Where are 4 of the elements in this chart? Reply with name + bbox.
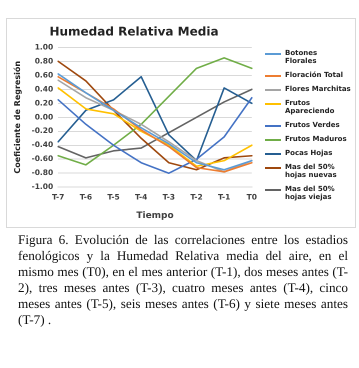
y-axis-title: Coeficiente de Regresión <box>12 60 22 174</box>
text: Figura 6. Evolución de las correlaciones entre los estadios fenológicos y la Humedad Relativa media del aire, en el mismo mes (T0), en el mes anterior (T-1), dos meses antes (T-2), tres meses antes (T-3), cuatro meses antes (T-4), cinco meses antes (T-5), seis meses antes (T-6) y siete meses antes (T-7) . <box>18 232 348 328</box>
chart-title: Humedad Relativa Media <box>49 24 219 38</box>
x-axis-title: Tiempo <box>136 210 174 221</box>
